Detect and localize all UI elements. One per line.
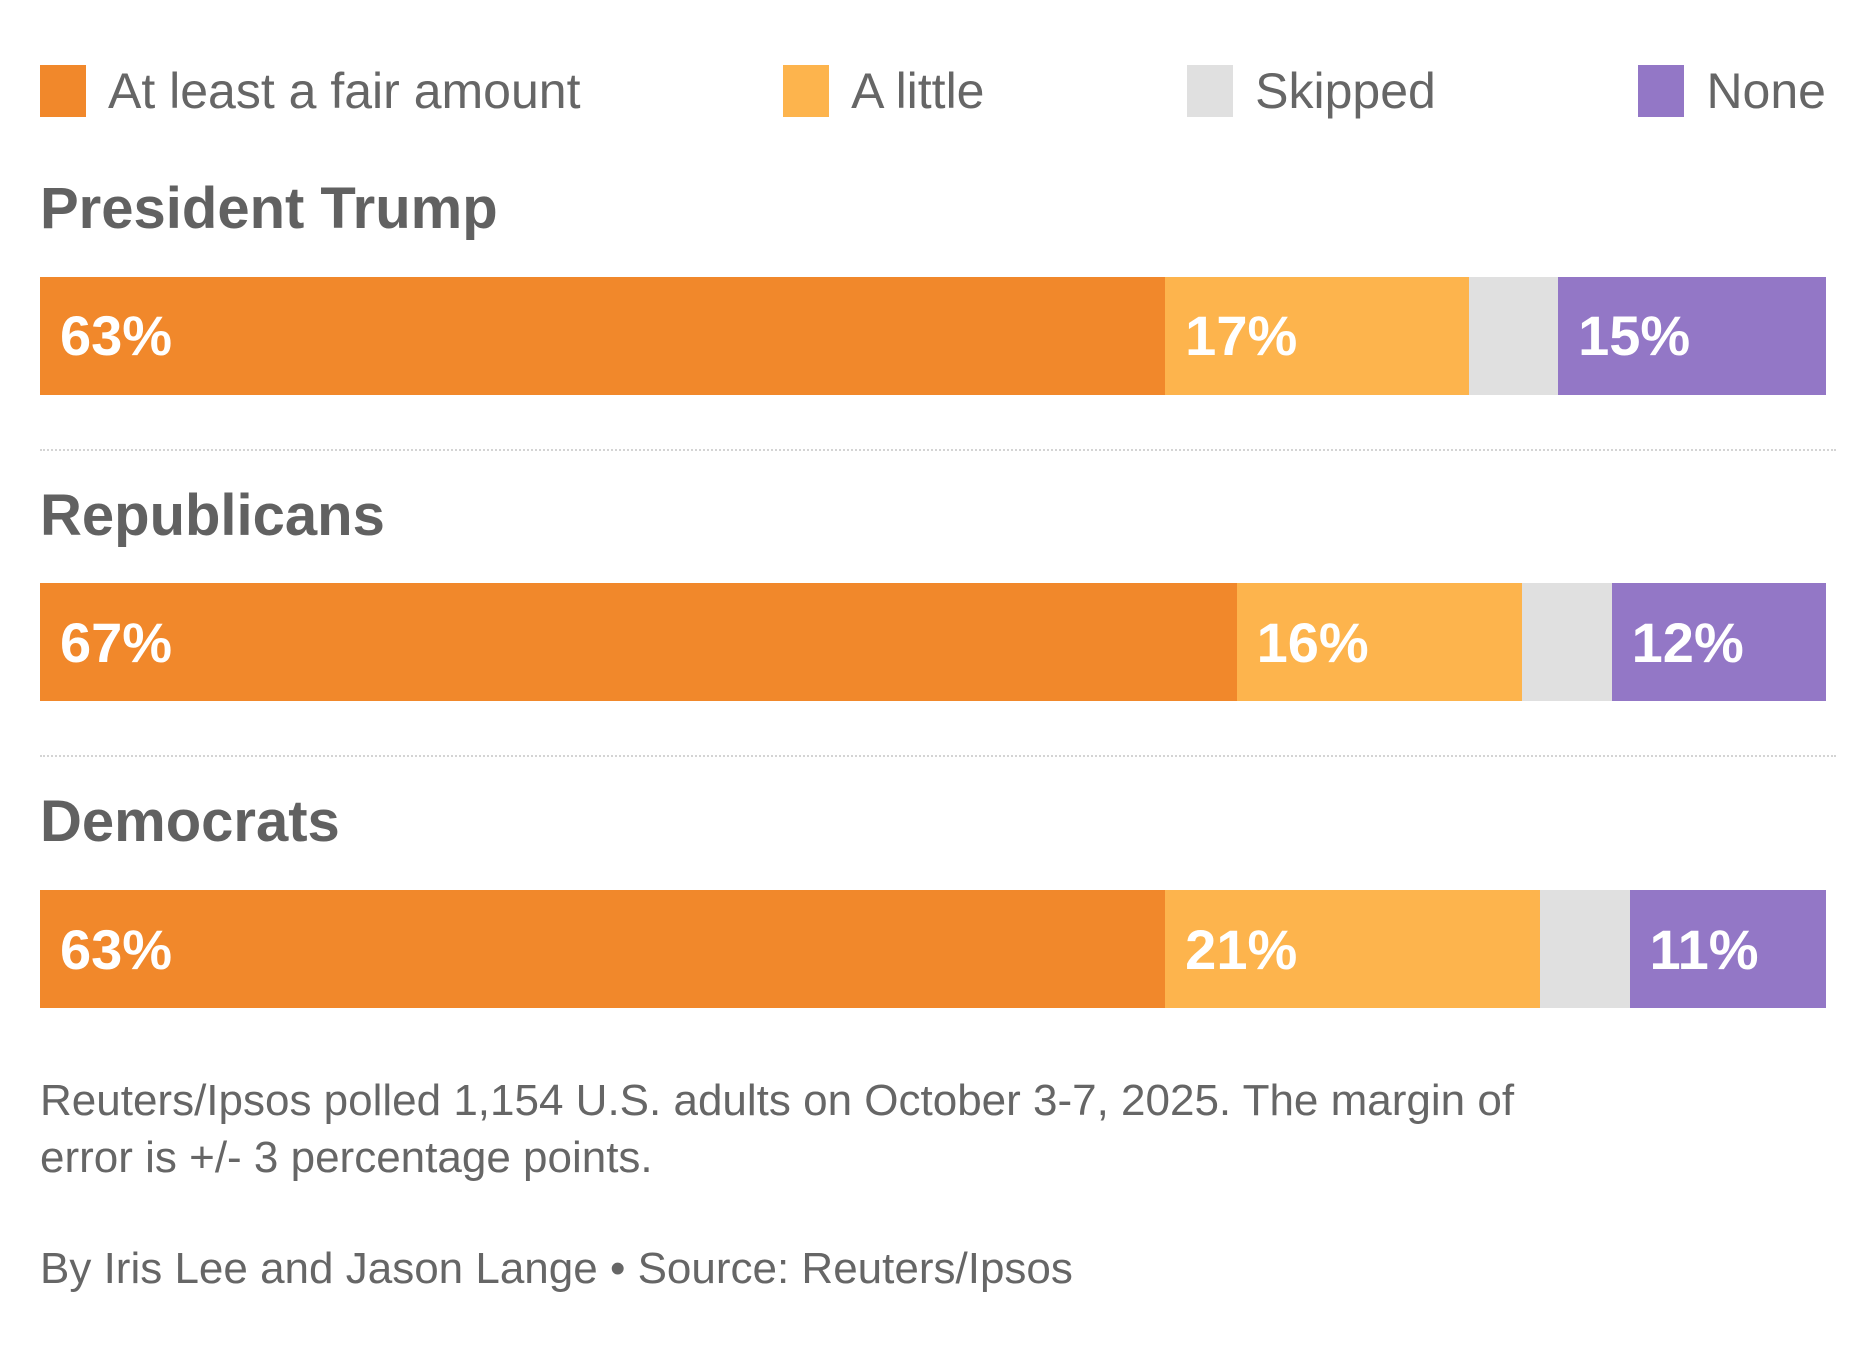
section-title: Democrats <box>40 789 340 855</box>
methodology-note: Reuters/Ipsos polled 1,154 U.S. adults o… <box>40 1076 1515 1183</box>
legend-swatch-icon <box>40 65 86 117</box>
bar-segment-skipped <box>1522 583 1612 702</box>
stacked-bar: 63% 17% 15% <box>40 276 1826 395</box>
legend-swatch-icon <box>1638 65 1685 117</box>
section-democrats: Democrats 63% 21% 11% <box>40 755 1836 1009</box>
bar-segment-value: 17% <box>1185 304 1298 368</box>
bar-segment-none: 12% <box>1611 583 1826 702</box>
legend-item-3: None <box>1638 62 1826 120</box>
legend-item-0: At least a fair amount <box>40 62 580 120</box>
legend: At least a fair amount A little Skipped Non… <box>40 62 1826 120</box>
bar-segment-value: 12% <box>1631 610 1744 674</box>
bar-segment-at_least_fair: 63% <box>40 276 1166 395</box>
bar-segment-a_little: 16% <box>1236 583 1523 702</box>
legend-label: A little <box>851 63 985 119</box>
bar-segment-none: 15% <box>1558 276 1826 395</box>
bar-segment-at_least_fair: 67% <box>40 583 1237 702</box>
bar-segment-value: 63% <box>60 917 173 981</box>
legend-item-2: Skipped <box>1187 62 1436 120</box>
bar-segment-a_little: 17% <box>1165 276 1469 395</box>
byline: By Iris Lee and Jason Lange • Source: Re… <box>40 1244 1073 1294</box>
legend-swatch-icon <box>783 65 830 117</box>
bar-segment-value: 21% <box>1185 917 1298 981</box>
bar-segment-value: 16% <box>1256 610 1369 674</box>
stacked-bar: 67% 16% 12% <box>40 583 1826 702</box>
bar-segment-skipped <box>1468 276 1559 395</box>
legend-item-1: A little <box>783 62 985 120</box>
bar-segment-value: 67% <box>60 610 173 674</box>
legend-label: Skipped <box>1255 63 1436 119</box>
bar-segment-none: 11% <box>1629 890 1826 1009</box>
stacked-bar: 63% 21% 11% <box>40 890 1826 1009</box>
bar-segment-value: 11% <box>1649 917 1759 981</box>
bar-segment-value: 63% <box>60 304 173 368</box>
section-title: President Trump <box>40 176 498 241</box>
section-title: Republicans <box>40 482 385 548</box>
bar-segment-a_little: 21% <box>1165 890 1541 1009</box>
bar-segment-value: 15% <box>1578 304 1691 368</box>
legend-swatch-icon <box>1187 65 1234 117</box>
bar-segment-at_least_fair: 63% <box>40 890 1166 1009</box>
bar-rows: President Trump 63% 17% 15% Republicans 67% 16… <box>40 176 1836 1009</box>
legend-label: At least a fair amount <box>108 63 581 119</box>
section-republicans: Republicans 67% 16% 12% <box>40 448 1836 702</box>
legend-label: None <box>1706 63 1826 119</box>
section-president-trump: President Trump 63% 17% 15% <box>40 176 1836 395</box>
bar-segment-skipped <box>1540 890 1630 1009</box>
